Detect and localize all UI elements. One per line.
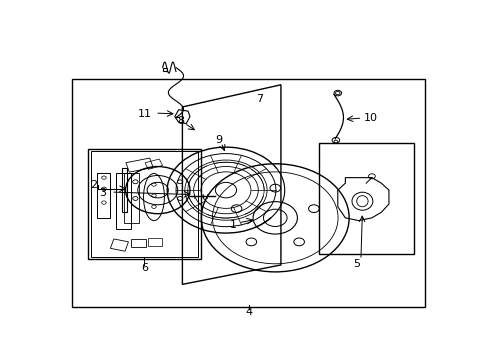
- Bar: [123, 174, 139, 223]
- Text: 10: 10: [364, 113, 378, 123]
- Bar: [148, 238, 161, 246]
- Bar: [122, 168, 127, 212]
- Bar: [145, 159, 162, 169]
- Bar: [88, 149, 200, 259]
- Text: 11: 11: [138, 109, 152, 119]
- Text: 6: 6: [141, 263, 148, 273]
- Text: 3: 3: [99, 188, 106, 198]
- Bar: [116, 174, 131, 229]
- Text: 1: 1: [229, 220, 237, 230]
- Text: 4: 4: [244, 307, 252, 317]
- Text: 9: 9: [214, 135, 222, 145]
- Bar: [125, 158, 153, 172]
- Text: 2: 2: [90, 180, 97, 190]
- Text: 8: 8: [177, 116, 183, 126]
- Text: 5: 5: [352, 258, 360, 269]
- Bar: [72, 79, 424, 307]
- Text: 7: 7: [256, 94, 263, 104]
- Bar: [163, 68, 167, 71]
- Bar: [110, 239, 128, 251]
- Bar: [97, 174, 110, 218]
- Bar: [91, 151, 197, 257]
- Bar: [131, 239, 145, 247]
- Bar: [318, 143, 413, 254]
